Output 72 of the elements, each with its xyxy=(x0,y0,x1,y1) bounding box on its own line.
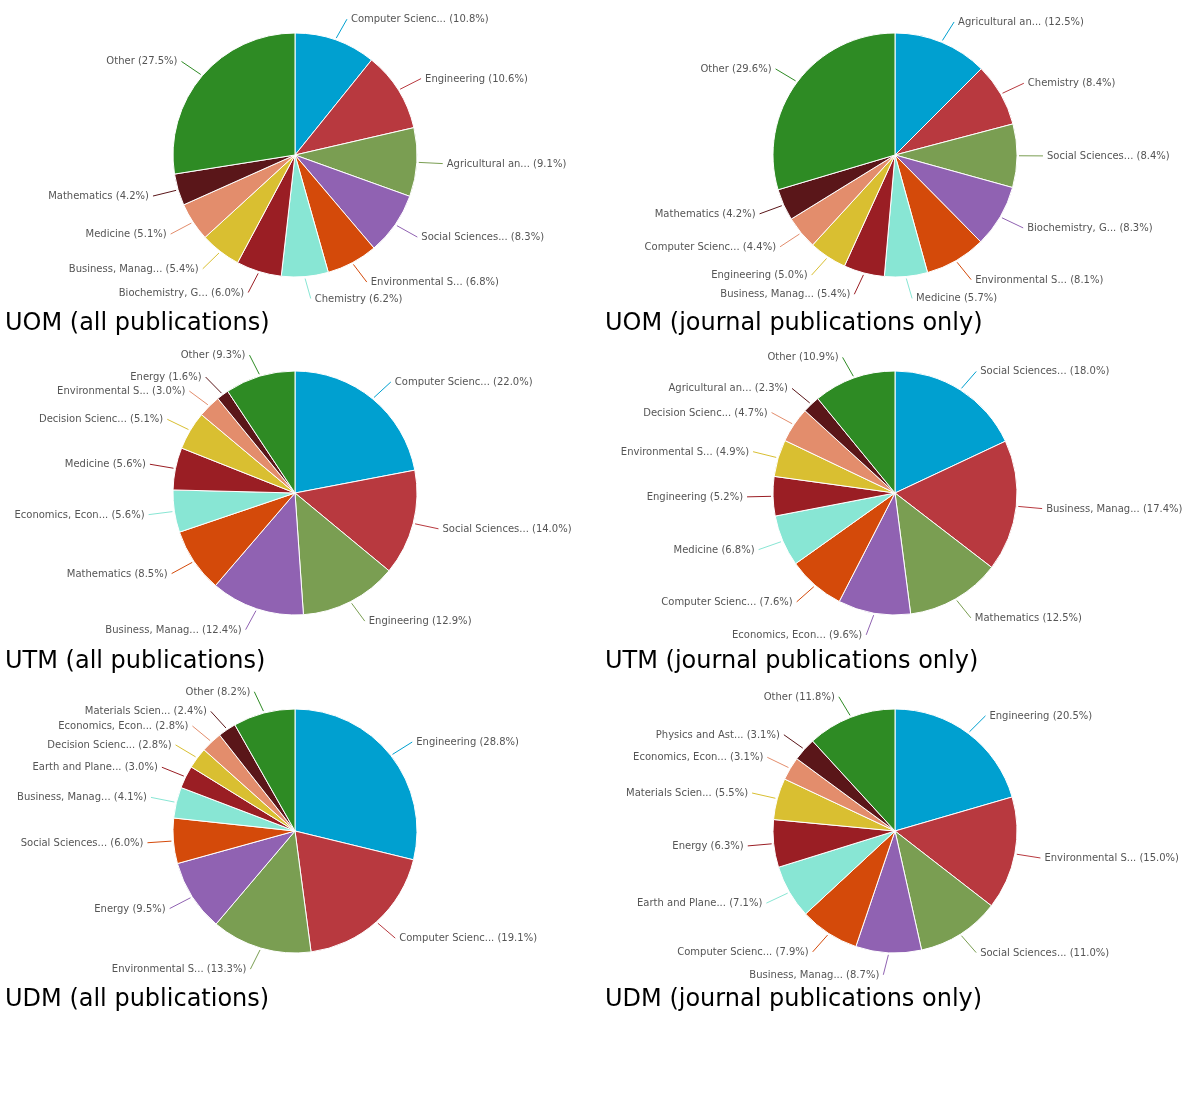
slice-label: Social Sciences... (18.0%) xyxy=(980,365,1110,377)
slice-label: Environmental S... (6.8%) xyxy=(370,276,500,288)
text: UDM (journal publications only) xyxy=(605,984,983,1012)
slice-label: Business, Manag... (5.4%) xyxy=(720,288,851,300)
text: UOM (all publications) xyxy=(5,308,270,336)
slice-label: Engineering (20.5%) xyxy=(989,709,1093,721)
slice-label: Biochemistry, G... (8.3%) xyxy=(1027,221,1153,233)
slice-label: Energy (1.6%) xyxy=(130,371,202,383)
slice-label: Social Sciences... (6.0%) xyxy=(20,836,144,848)
slice-label: Engineering (10.6%) xyxy=(425,72,528,84)
slice-label: Business, Manag... (5.4%) xyxy=(68,262,199,274)
slice-label: Biochemistry, G... (6.0%) xyxy=(118,286,245,298)
slice-label: Computer Scienc... (19.1%) xyxy=(399,932,538,944)
slice-label: Physics and Ast... (3.1%) xyxy=(655,728,780,740)
slice-label: Materials Scien... (5.5%) xyxy=(626,787,749,798)
slice-label: Medicine (5.7%) xyxy=(916,292,998,304)
slice-label: Other (27.5%) xyxy=(106,55,178,67)
slice-label: Social Sciences... (8.3%) xyxy=(421,231,545,243)
slice-label: Other (11.8%) xyxy=(763,690,835,702)
slice-label: Environmental S... (15.0%) xyxy=(1044,851,1180,863)
slice-label: Environmental S... (13.3%) xyxy=(111,963,247,975)
slice-label: Computer Scienc... (22.0%) xyxy=(394,376,533,388)
text: UTM (all publications) xyxy=(5,646,266,674)
slice-label: Earth and Plane... (7.1%) xyxy=(637,897,763,909)
slice-label: Economics, Econ... (9.6%) xyxy=(732,628,863,640)
slice-label: Materials Scien... (2.4%) xyxy=(84,705,207,717)
slice-label: Earth and Plane... (3.0%) xyxy=(32,761,158,773)
slice-label: Chemistry (6.2%) xyxy=(314,292,403,304)
slice-label: Mathematics (12.5%) xyxy=(974,611,1083,623)
slice-label: Other (29.6%) xyxy=(700,62,772,74)
slice-label: Energy (9.5%) xyxy=(94,902,166,914)
slice-label: Economics, Econ... (5.6%) xyxy=(14,508,145,520)
text: UOM (journal publications only) xyxy=(605,308,983,336)
text: UTM (journal publications only) xyxy=(605,646,979,674)
slice-label: Mathematics (4.2%) xyxy=(654,207,756,219)
slice-label: Other (8.2%) xyxy=(185,685,251,697)
slice-label: Environmental S... (8.1%) xyxy=(975,273,1104,285)
slice-label: Engineering (5.2%) xyxy=(646,490,744,502)
slice-label: Agricultural an... (9.1%) xyxy=(446,157,567,169)
slice-label: Computer Scienc... (4.4%) xyxy=(644,240,777,252)
slice-label: Business, Manag... (17.4%) xyxy=(1046,502,1183,514)
slice-label: Mathematics (8.5%) xyxy=(66,567,168,579)
slice-label: Medicine (5.1%) xyxy=(85,228,167,240)
slice-label: Agricultural an... (2.3%) xyxy=(668,382,789,394)
slice-label: Environmental S... (3.0%) xyxy=(57,385,186,397)
slice-label: Decision Scienc... (2.8%) xyxy=(47,738,172,750)
slice-label: Engineering (28.8%) xyxy=(416,736,520,748)
slice-label: Business, Manag... (8.7%) xyxy=(749,968,880,980)
slice-label: Agricultural an... (12.5%) xyxy=(958,15,1085,27)
slice-label: Medicine (6.8%) xyxy=(673,543,755,555)
slice-label: Computer Scienc... (10.8%) xyxy=(350,13,489,25)
slice-label: Social Sciences... (14.0%) xyxy=(442,522,572,534)
slice-label: Business, Manag... (12.4%) xyxy=(105,623,242,635)
slice-label: Other (10.9%) xyxy=(767,351,839,363)
slice-label: Environmental S... (4.9%) xyxy=(620,445,750,457)
slice-label: Economics, Econ... (2.8%) xyxy=(58,720,189,732)
slice-label: Mathematics (4.2%) xyxy=(48,190,150,202)
slice-label: Chemistry (8.4%) xyxy=(1027,77,1116,89)
slice-label: Energy (6.3%) xyxy=(672,839,744,851)
slice-label: Computer Scienc... (7.6%) xyxy=(661,595,793,607)
slice-label: Engineering (5.0%) xyxy=(711,269,808,281)
slice-label: Medicine (5.6%) xyxy=(64,458,146,470)
slice-label: Engineering (12.9%) xyxy=(368,615,472,627)
slice-label: Decision Scienc... (5.1%) xyxy=(38,413,164,425)
slice-label: Computer Scienc... (7.9%) xyxy=(677,945,809,957)
slice-label: Economics, Econ... (3.1%) xyxy=(633,751,764,763)
text: UDM (all publications) xyxy=(5,984,270,1012)
slice-label: Social Sciences... (8.4%) xyxy=(1047,149,1170,161)
slice-label: Social Sciences... (11.0%) xyxy=(980,946,1110,958)
slice-label: Business, Manag... (4.1%) xyxy=(17,791,148,803)
slice-label: Decision Scienc... (4.7%) xyxy=(643,406,768,418)
slice-label: Other (9.3%) xyxy=(180,349,246,361)
